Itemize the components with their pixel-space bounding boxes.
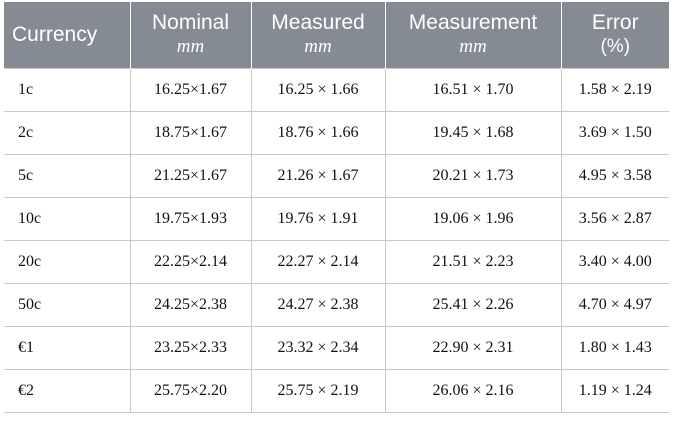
cell-measurement: 19.45 × 1.68 [384,111,561,155]
cell-nominal: 19.75×1.93 [129,197,251,241]
header-error-title: Error [591,11,639,34]
cell-measurement: 21.51 × 2.23 [384,240,561,284]
coin-dimensions-table: Currency Nominal mm Measured mm Measuremen… [4,2,669,413]
header-measured-title: Measured [271,11,365,34]
cell-currency: 2c [4,111,130,155]
cell-currency: €2 [4,369,130,413]
cell-nominal: 23.25×2.33 [129,326,251,370]
cell-measurement: 20.21 × 1.73 [384,154,561,198]
cell-nominal: 24.25×2.38 [129,283,251,327]
table-row: 10c 19.75×1.93 19.76 × 1.91 19.06 × 1.96… [4,197,669,241]
cell-currency: 5c [4,154,130,198]
cell-error: 4.95 × 3.58 [560,154,669,198]
cell-error: 3.56 × 2.87 [560,197,669,241]
header-nominal-unit: mm [176,36,205,57]
cell-error: 3.40 × 4.00 [560,240,669,284]
header-error: Error (%) [560,2,669,69]
header-error-unit: (%) [600,36,631,57]
table-row: €1 23.25×2.33 23.32 × 2.34 22.90 × 2.31 … [4,326,669,370]
cell-measurement: 25.41 × 2.26 [384,283,561,327]
cell-currency: 10c [4,197,130,241]
cell-measured: 23.32 × 2.34 [250,326,385,370]
header-measured: Measured mm [250,2,385,69]
cell-measured: 24.27 × 2.38 [250,283,385,327]
header-nominal-title: Nominal [151,11,230,34]
table-row: 20c 22.25×2.14 22.27 × 2.14 21.51 × 2.23… [4,240,669,284]
cell-nominal: 22.25×2.14 [129,240,251,284]
cell-measured: 18.76 × 1.66 [250,111,385,155]
cell-currency: 1c [4,68,130,112]
cell-measured: 25.75 × 2.19 [250,369,385,413]
cell-nominal: 25.75×2.20 [129,369,251,413]
header-row: Currency Nominal mm Measured mm Measuremen… [4,2,669,69]
cell-error: 1.19 × 1.24 [560,369,669,413]
header-nominal: Nominal mm [129,2,251,69]
cell-currency: €1 [4,326,130,370]
cell-measurement: 22.90 × 2.31 [384,326,561,370]
cell-currency: 20c [4,240,130,284]
cell-error: 3.69 × 1.50 [560,111,669,155]
cell-currency: 50c [4,283,130,327]
table-row: 5c 21.25×1.67 21.26 × 1.67 20.21 × 1.73 … [4,154,669,198]
table-row: 2c 18.75×1.67 18.76 × 1.66 19.45 × 1.68 … [4,111,669,155]
header-measurement-unit: mm [459,36,487,57]
cell-error: 1.58 × 2.19 [560,68,669,112]
table-body: 1c 16.25×1.67 16.25 × 1.66 16.51 × 1.70 … [4,68,669,413]
cell-nominal: 16.25×1.67 [129,68,251,112]
cell-error: 1.80 × 1.43 [560,326,669,370]
cell-measured: 16.25 × 1.66 [250,68,385,112]
cell-measured: 22.27 × 2.14 [250,240,385,284]
header-measured-unit: mm [304,36,332,57]
header-currency: Currency [4,2,130,69]
cell-measured: 21.26 × 1.67 [250,154,385,198]
header-currency-title: Currency [12,23,98,46]
table-row: 50c 24.25×2.38 24.27 × 2.38 25.41 × 2.26… [4,283,669,327]
cell-measurement: 19.06 × 1.96 [384,197,561,241]
cell-error: 4.70 × 4.97 [560,283,669,327]
cell-nominal: 21.25×1.67 [129,154,251,198]
table-header: Currency Nominal mm Measured mm Measuremen… [4,2,669,69]
table-row: 1c 16.25×1.67 16.25 × 1.66 16.51 × 1.70 … [4,68,669,112]
table-row: €2 25.75×2.20 25.75 × 2.19 26.06 × 2.16 … [4,369,669,413]
cell-nominal: 18.75×1.67 [129,111,251,155]
cell-measurement: 16.51 × 1.70 [384,68,561,112]
header-measurement-title: Measurement [408,11,538,34]
cell-measured: 19.76 × 1.91 [250,197,385,241]
header-measurement: Measurement mm [384,2,561,69]
coin-dimensions-table-container: Currency Nominal mm Measured mm Measuremen… [4,2,669,413]
cell-measurement: 26.06 × 2.16 [384,369,561,413]
